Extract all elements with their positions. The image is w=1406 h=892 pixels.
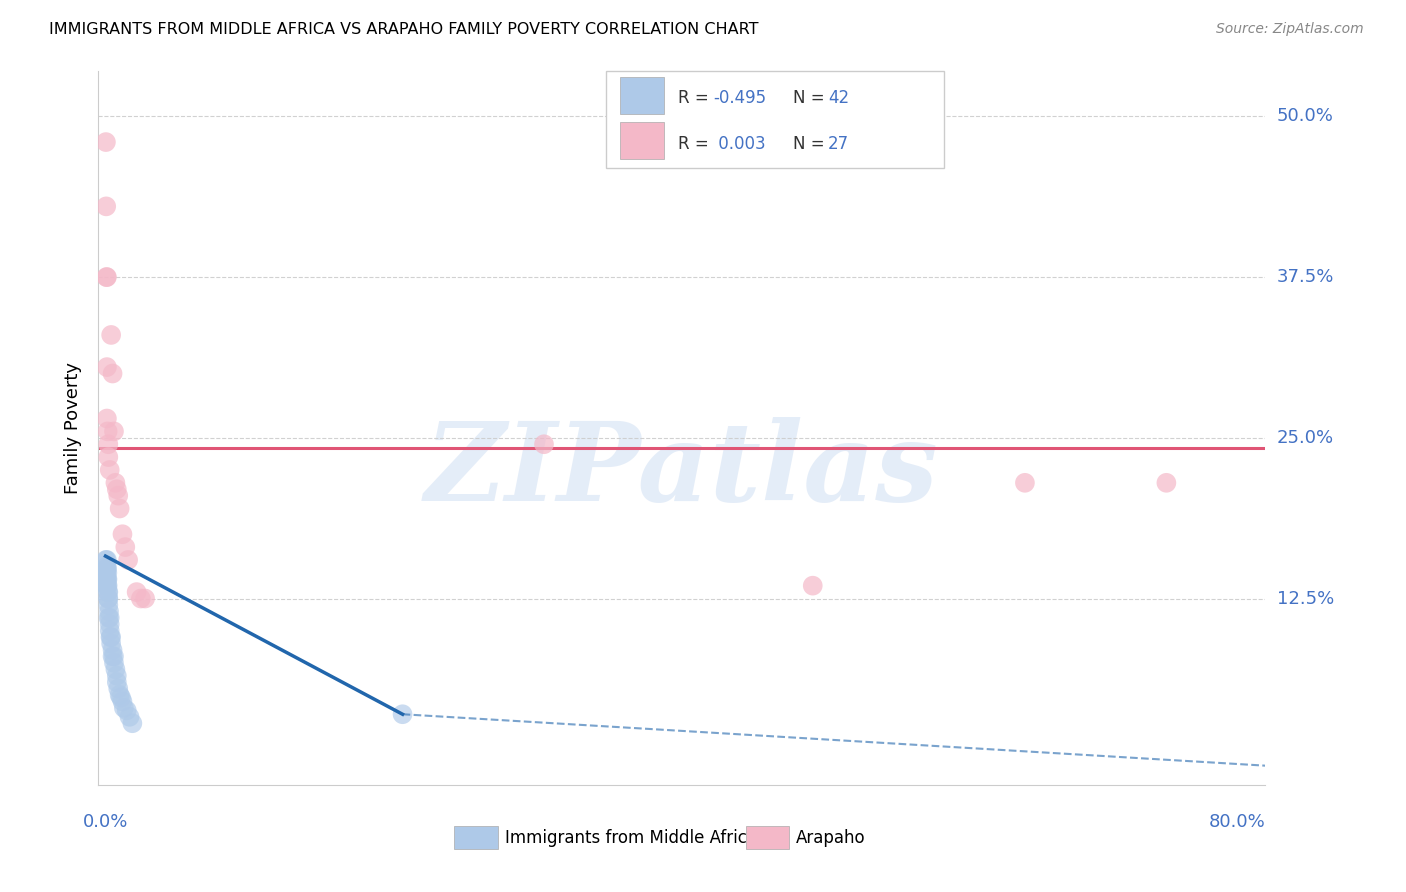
Point — [97, 579, 120, 593]
Point — [94, 553, 117, 567]
Text: -0.495: -0.495 — [713, 89, 766, 107]
Point — [108, 501, 131, 516]
FancyBboxPatch shape — [620, 122, 665, 160]
FancyBboxPatch shape — [620, 77, 665, 114]
Point — [97, 611, 120, 625]
Text: 0.003: 0.003 — [713, 135, 766, 153]
Point — [96, 579, 118, 593]
Point — [97, 450, 120, 464]
Point — [96, 199, 118, 213]
Point — [97, 585, 120, 599]
Point — [100, 327, 122, 342]
Point — [111, 694, 134, 708]
Point — [98, 617, 121, 632]
Point — [98, 624, 121, 638]
Text: 27: 27 — [828, 135, 849, 153]
Point — [96, 579, 118, 593]
Point — [108, 688, 131, 702]
Point — [97, 437, 120, 451]
Text: ZIPatlas: ZIPatlas — [425, 417, 939, 524]
Point — [100, 630, 122, 644]
Text: Arapaho: Arapaho — [796, 829, 866, 847]
Text: 0.0%: 0.0% — [83, 813, 128, 830]
Text: 42: 42 — [828, 89, 849, 107]
Point — [97, 598, 120, 612]
Point — [134, 591, 156, 606]
Point — [103, 649, 125, 664]
Text: 25.0%: 25.0% — [1277, 429, 1334, 447]
Point — [101, 643, 124, 657]
Point — [104, 662, 127, 676]
FancyBboxPatch shape — [747, 826, 789, 849]
FancyBboxPatch shape — [606, 71, 945, 168]
Point — [97, 591, 120, 606]
Text: 50.0%: 50.0% — [1277, 107, 1333, 126]
Point — [96, 566, 118, 580]
Point — [105, 482, 128, 496]
Point — [125, 585, 148, 599]
Y-axis label: Family Poverty: Family Poverty — [65, 362, 83, 494]
Point — [105, 675, 128, 690]
Point — [96, 553, 118, 567]
Point — [96, 572, 118, 586]
Point — [98, 611, 121, 625]
Point — [98, 463, 121, 477]
Text: N =: N = — [793, 135, 830, 153]
Point — [103, 425, 125, 439]
Point — [96, 572, 118, 586]
Text: R =: R = — [679, 135, 714, 153]
Point — [117, 553, 139, 567]
Point — [115, 703, 138, 717]
Point — [118, 710, 141, 724]
Point — [110, 690, 132, 705]
Text: 80.0%: 80.0% — [1209, 813, 1265, 830]
Point — [103, 656, 125, 670]
Point — [96, 411, 118, 425]
Point — [129, 591, 152, 606]
Point — [112, 701, 135, 715]
Point — [101, 367, 124, 381]
Text: Source: ZipAtlas.com: Source: ZipAtlas.com — [1216, 22, 1364, 37]
Point — [1014, 475, 1036, 490]
Point — [533, 437, 555, 451]
Point — [111, 527, 134, 541]
Point — [121, 716, 143, 731]
Point — [100, 636, 122, 650]
Point — [96, 270, 118, 285]
Point — [104, 475, 127, 490]
Point — [100, 630, 122, 644]
Text: N =: N = — [793, 89, 830, 107]
Point — [96, 360, 118, 375]
Text: IMMIGRANTS FROM MIDDLE AFRICA VS ARAPAHO FAMILY POVERTY CORRELATION CHART: IMMIGRANTS FROM MIDDLE AFRICA VS ARAPAHO… — [49, 22, 759, 37]
Point — [96, 566, 118, 580]
Point — [97, 425, 120, 439]
Point — [97, 585, 120, 599]
Point — [114, 540, 136, 554]
Point — [801, 579, 824, 593]
Point — [105, 668, 128, 682]
FancyBboxPatch shape — [454, 826, 498, 849]
Text: 12.5%: 12.5% — [1277, 590, 1334, 607]
Point — [97, 591, 120, 606]
Point — [98, 604, 121, 618]
Point — [96, 270, 118, 285]
Text: 37.5%: 37.5% — [1277, 268, 1334, 286]
Point — [96, 559, 118, 574]
Point — [96, 572, 118, 586]
Text: R =: R = — [679, 89, 714, 107]
Point — [107, 489, 129, 503]
Text: Immigrants from Middle Africa: Immigrants from Middle Africa — [505, 829, 756, 847]
Point — [101, 649, 124, 664]
Point — [1156, 475, 1178, 490]
Point — [96, 562, 118, 576]
Point — [94, 135, 117, 149]
Point — [391, 707, 413, 722]
Point — [107, 681, 129, 696]
Point — [96, 562, 118, 576]
